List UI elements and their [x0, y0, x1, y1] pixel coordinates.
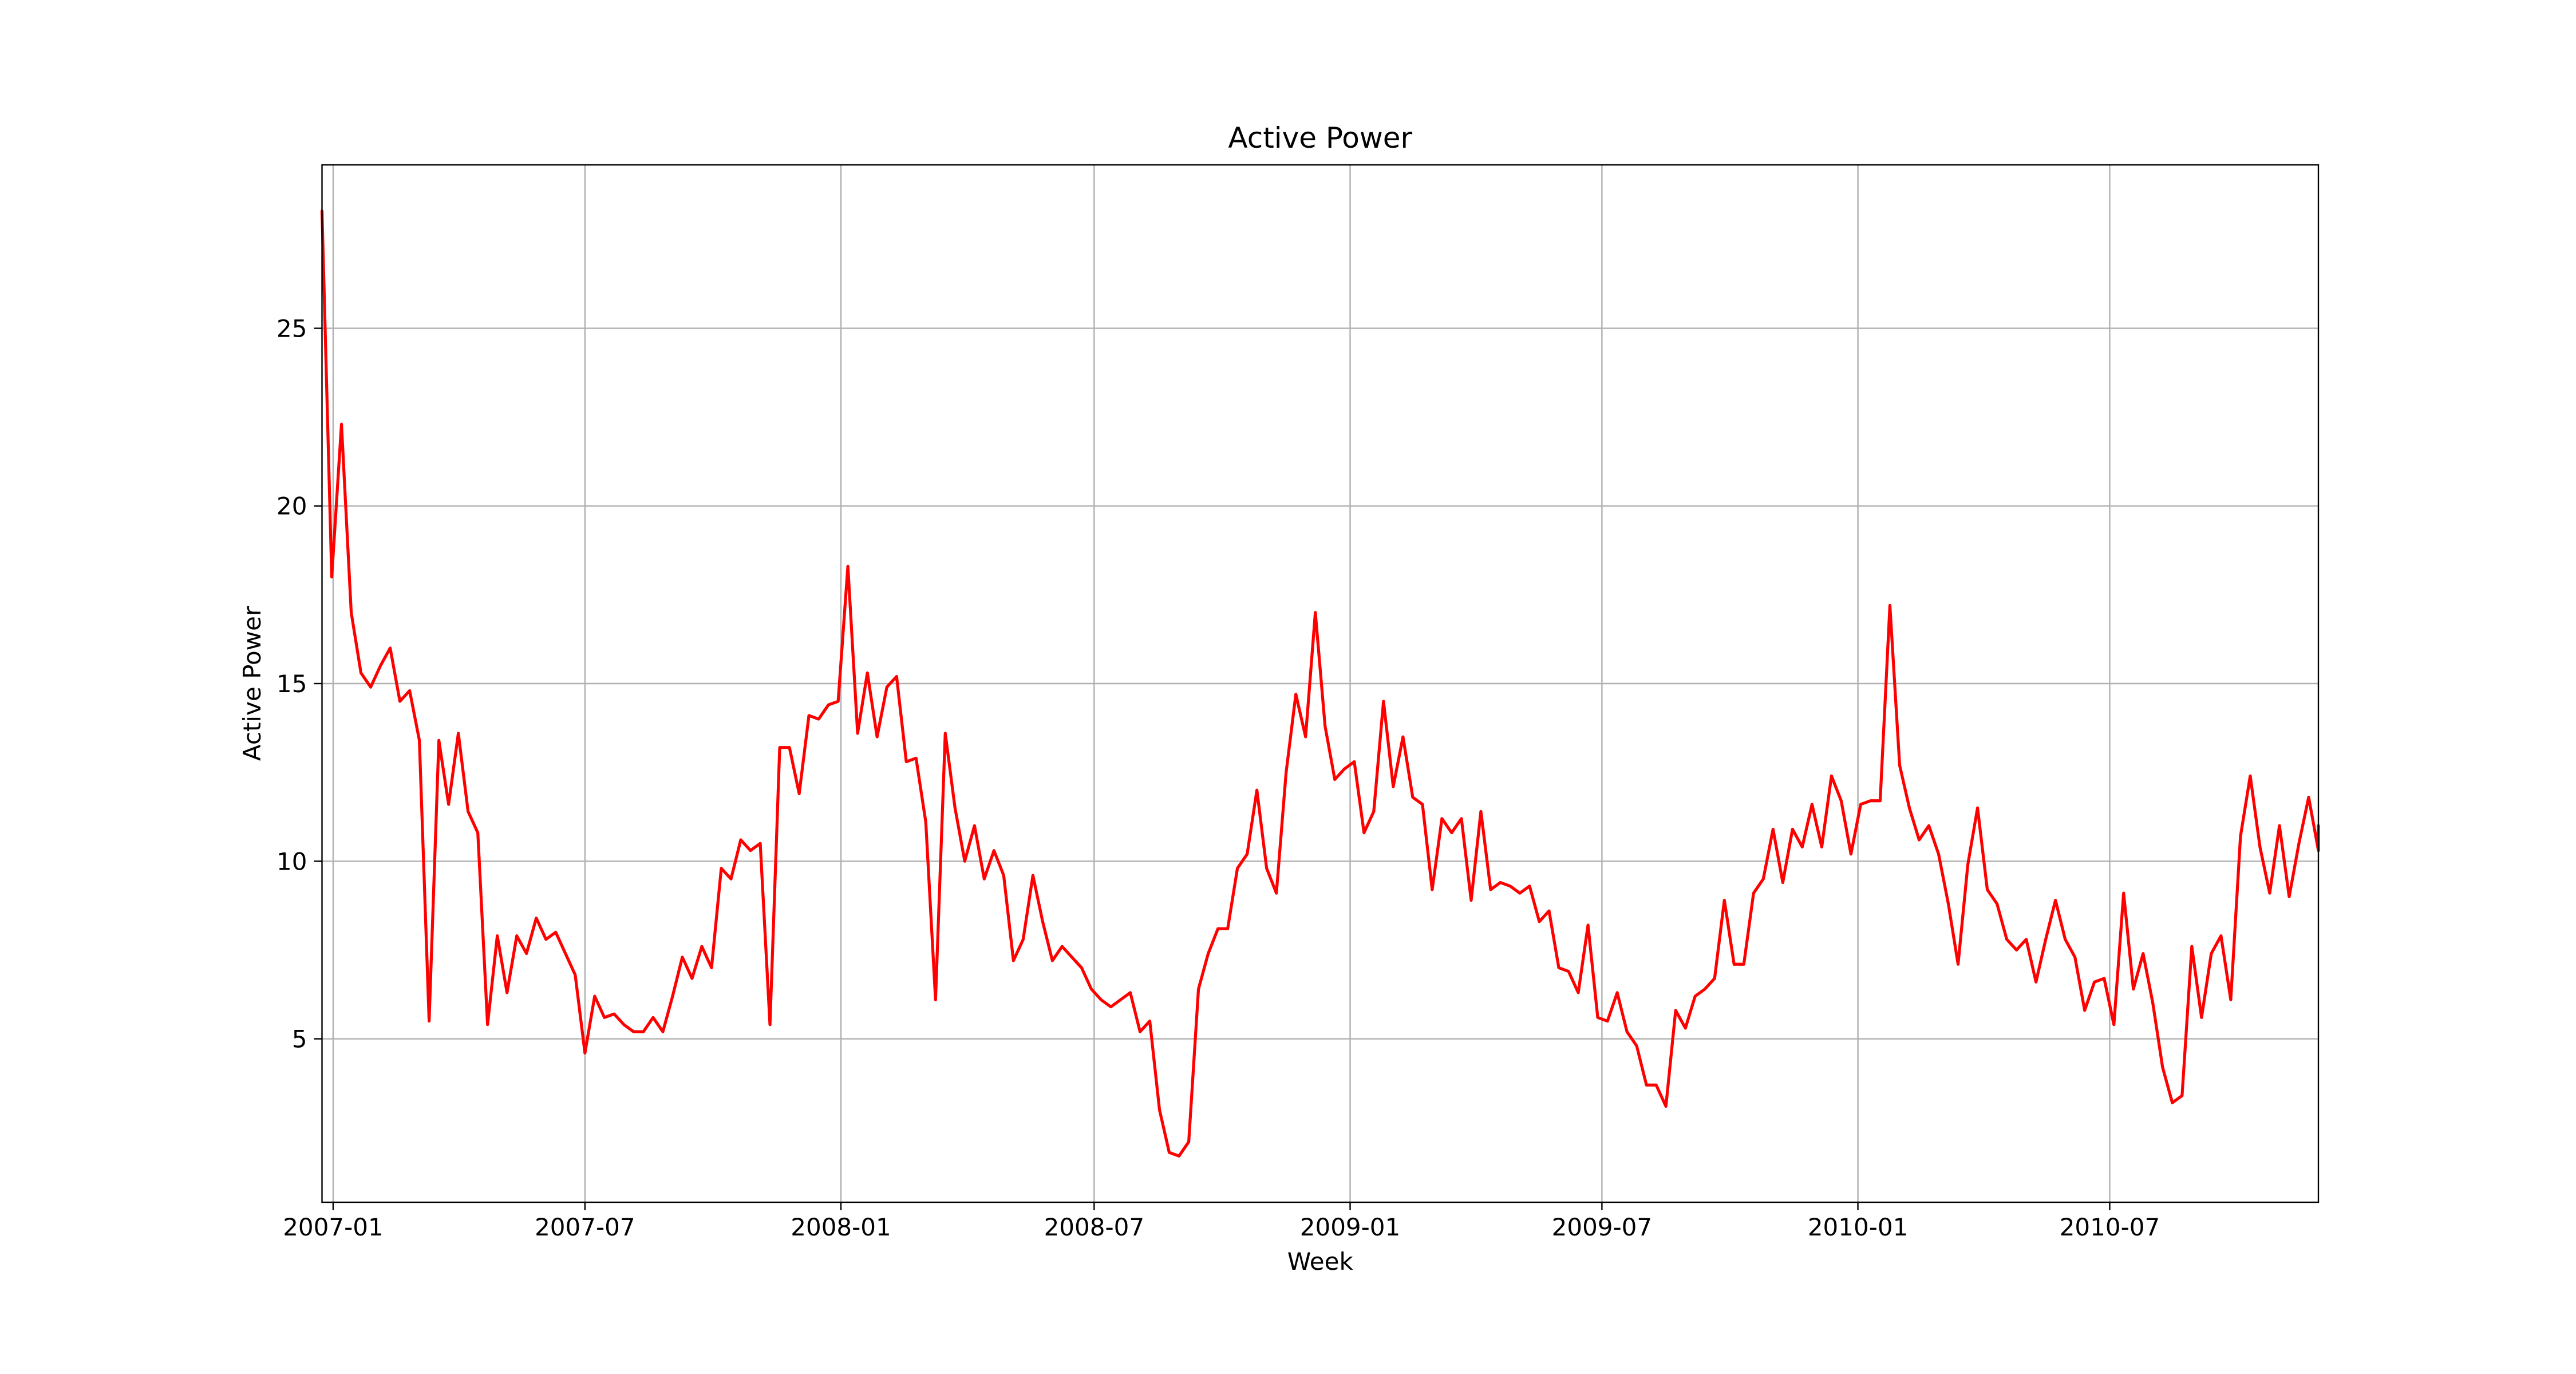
x-tick-label: 2008-01: [791, 1213, 891, 1241]
active-power-line: [320, 210, 2320, 1158]
x-tick-label: 2007-07: [535, 1213, 635, 1241]
x-tick-label: 2010-01: [1808, 1213, 1909, 1241]
grid-layer: [322, 165, 2318, 1202]
y-tick-label: 15: [276, 670, 307, 698]
chart-title: Active Power: [1228, 121, 1412, 155]
x-tick-label: 2007-01: [283, 1213, 384, 1241]
x-axis-label: Week: [1287, 1247, 1354, 1276]
y-tick-label: 5: [292, 1025, 307, 1053]
x-tick-label: 2008-07: [1044, 1213, 1145, 1241]
y-tick-label: 10: [276, 847, 307, 875]
y-axis-label: Active Power: [238, 606, 266, 761]
series-layer: [320, 210, 2320, 1158]
x-tick-label: 2009-07: [1552, 1213, 1653, 1241]
y-tick-label: 25: [276, 314, 307, 342]
x-tick-label: 2009-01: [1300, 1213, 1401, 1241]
x-tick-label: 2010-07: [2060, 1213, 2160, 1241]
y-tick-label: 20: [276, 492, 307, 520]
ticks-layer: 2007-01 2007-07 2008-01 2008-07 2009-01 2009-…: [276, 314, 2160, 1241]
